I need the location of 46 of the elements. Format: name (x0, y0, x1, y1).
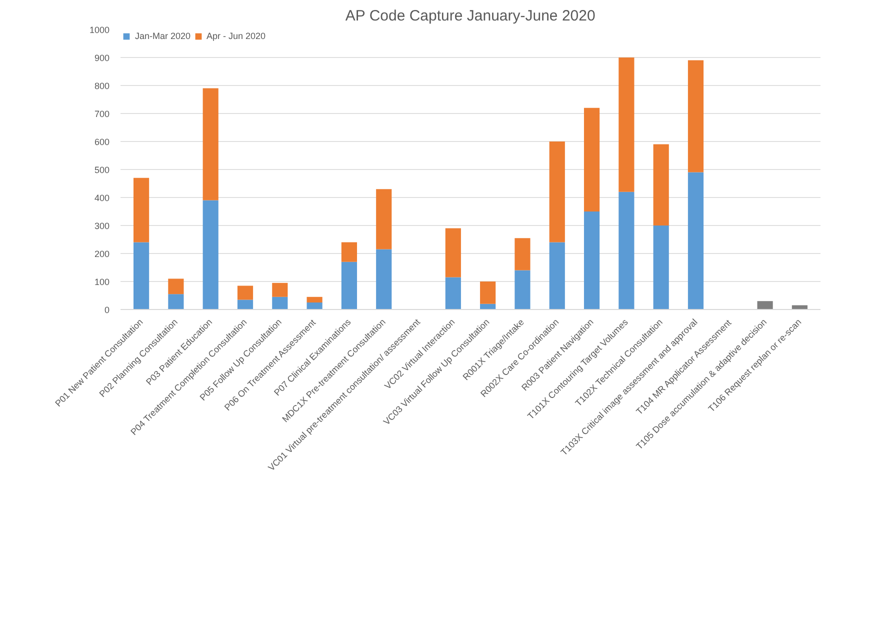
y-tick-label: 200 (94, 249, 110, 259)
bar (688, 172, 704, 310)
bar (445, 228, 461, 278)
bar (376, 249, 392, 310)
bar (202, 200, 218, 310)
bar (549, 142, 565, 242)
bar (272, 296, 288, 310)
y-tick-label: 800 (94, 81, 110, 91)
y-tick-label: 900 (94, 53, 110, 63)
bar (514, 270, 530, 310)
bar (202, 88, 218, 200)
bar (272, 282, 288, 297)
y-tick-label: 300 (94, 221, 110, 231)
y-tick-label: 500 (94, 165, 110, 175)
bar (445, 277, 461, 310)
bar (688, 60, 704, 172)
bar (133, 178, 150, 242)
chart-title: AP Code Capture January-June 2020 (345, 8, 596, 24)
bar (584, 212, 600, 310)
legend-label: Jan-Mar 2020 (135, 31, 191, 41)
bar (168, 278, 184, 294)
bar (341, 262, 358, 310)
bar (341, 242, 358, 262)
bar (549, 242, 565, 310)
bar (584, 108, 600, 212)
bar (168, 294, 184, 310)
y-tick-label: 1000 (89, 25, 110, 35)
bar (237, 286, 254, 300)
bar (618, 192, 634, 310)
y-tick-label: 0 (104, 305, 110, 315)
bar (133, 242, 150, 310)
bar (376, 189, 392, 250)
bar (618, 58, 634, 192)
y-tick-label: 100 (94, 277, 110, 287)
y-tick-label: 400 (94, 193, 110, 203)
y-tick-label: 600 (94, 137, 110, 147)
bar (653, 226, 669, 310)
y-tick-label: 700 (94, 109, 110, 119)
bar (237, 300, 254, 310)
bar (514, 238, 530, 270)
bar (306, 302, 322, 310)
bar (306, 296, 322, 302)
bar (653, 144, 669, 226)
bar (480, 282, 496, 304)
legend-label: Apr - Jun 2020 (206, 31, 266, 41)
bar (757, 301, 773, 310)
